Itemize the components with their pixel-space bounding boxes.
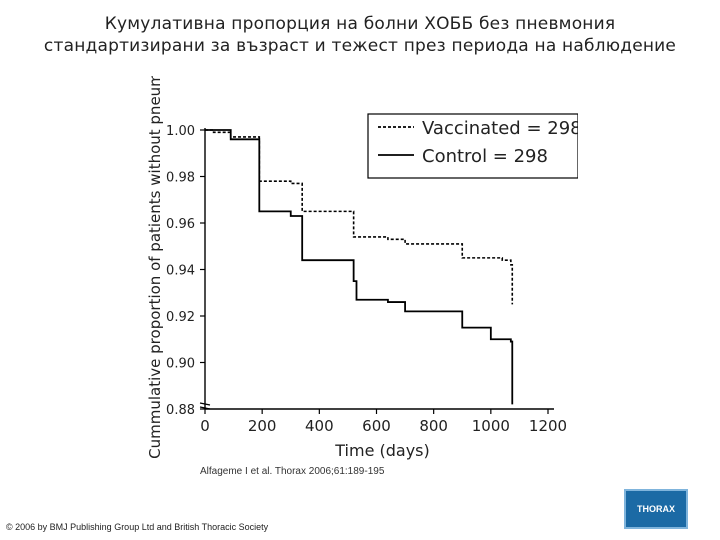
x-tick-label: 600 [362,417,391,435]
y-tick-label: 0.98 [166,171,195,186]
x-tick-label: 0 [200,417,210,435]
x-tick-label: 1000 [472,417,510,435]
x-tick-label: 1200 [529,417,567,435]
x-tick-label: 200 [248,417,277,435]
y-tick-label: 1.00 [166,124,195,139]
axis-break-mark [199,406,211,410]
citation-text: Alfageme I et al. Thorax 2006;61:189-195 [200,466,385,477]
control-series-line [205,129,514,405]
legend-box [367,113,578,179]
chart-panel: 1.00 0.98 0.96 0.94 0.92 0.90 0.88 0 200 400 600 80… [143,76,578,463]
axis-break-mark [199,402,211,406]
y-tick-label: 0.90 [166,357,195,372]
y-tick-label: 0.94 [166,264,195,279]
legend-label: Control = 298 [422,146,548,167]
y-axis-title: Cummulative proportion of patients witho… [146,76,164,459]
y-tick-label: 0.92 [166,310,195,325]
copyright-text: © 2006 by BMJ Publishing Group Ltd and B… [6,522,269,532]
slide-title-line-2: стандартизирани за възраст и тежест през… [43,36,677,56]
x-axis-title: Time (days) [334,441,430,460]
x-tick-label: 400 [305,417,334,435]
y-tick-label: 0.88 [166,403,195,418]
x-tick-label: 800 [419,417,448,435]
legend-label: Vaccinated = 298 [422,118,578,139]
survival-chart: 1.00 0.98 0.96 0.94 0.92 0.90 0.88 0 200 400 600 80… [146,76,578,460]
slide-title-line-1: Кумулативна пропорция на болни ХОББ без … [104,14,616,34]
thorax-logo: THORAX [624,489,688,529]
y-tick-label: 0.96 [166,217,195,232]
